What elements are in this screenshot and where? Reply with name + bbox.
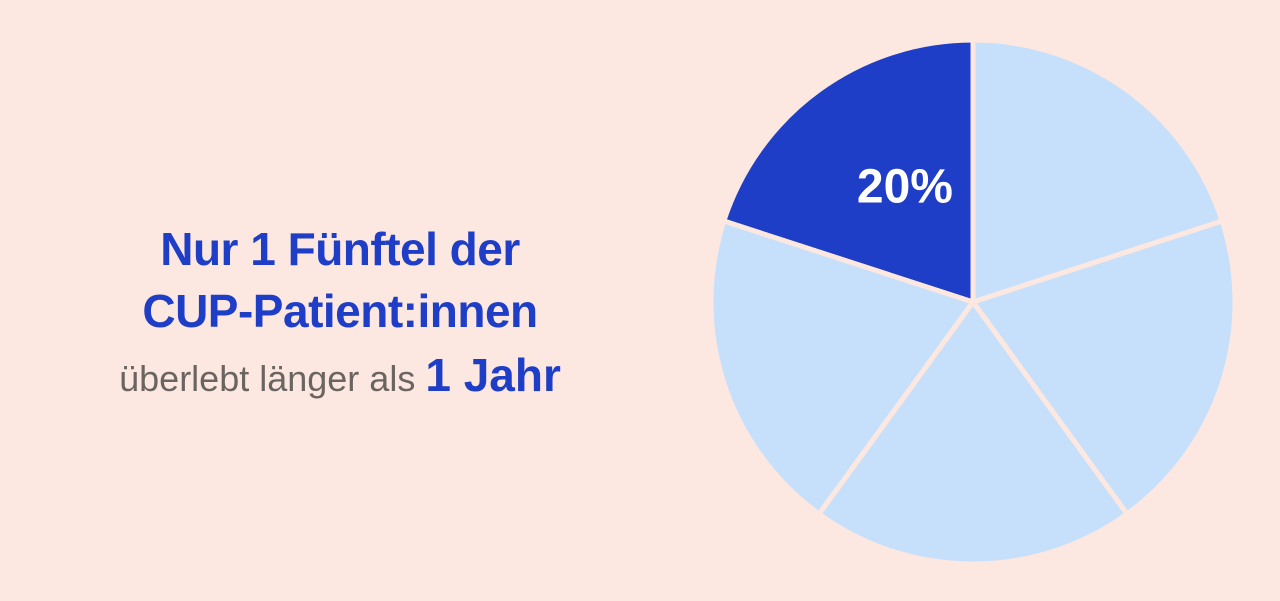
headline-line-2: CUP-Patient:innen [142,285,538,337]
headline-line-1: Nur 1 Fünftel der [160,223,520,275]
pie-slice [816,299,1130,567]
pie-slice [970,218,1238,517]
pie-slice [970,37,1225,305]
pie-slice-label: 20% [857,160,953,213]
pie-slice-highlight [721,37,976,305]
headline-line-3: überlebt länger als 1 Jahr [60,344,620,418]
pie-slice [708,218,976,517]
headline: Nur 1 Fünftel der CUP-Patient:innen über… [60,218,620,418]
headline-line-3-emphasis: 1 Jahr [425,349,561,401]
headline-line-3-text: überlebt länger als [119,358,426,399]
